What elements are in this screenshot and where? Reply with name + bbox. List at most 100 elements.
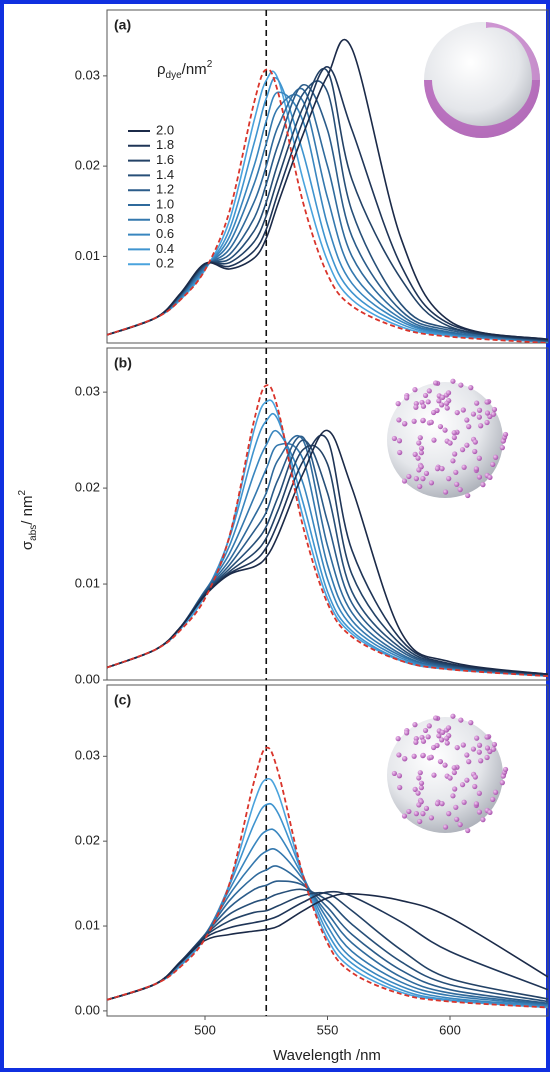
ligand-dot — [484, 399, 490, 405]
ligand-dot — [450, 793, 456, 799]
ligand-dot — [439, 402, 445, 408]
ligand-dot — [476, 809, 483, 815]
ligand-dot — [476, 474, 483, 480]
ligand-dot — [473, 801, 480, 807]
ligand-dot — [415, 455, 421, 461]
ligand-dot — [447, 440, 453, 446]
y-tick-label: 0.02 — [75, 833, 100, 848]
spectrum-line — [107, 399, 548, 677]
ligand-dot — [445, 725, 452, 731]
ligand-dot — [454, 744, 460, 751]
ligand-dot — [450, 458, 456, 464]
ligand-dot — [484, 745, 491, 751]
legend-label: 0.4 — [156, 241, 174, 256]
panel-label: (c) — [114, 692, 131, 708]
ligand-dot — [396, 773, 403, 779]
ligand-dot — [440, 729, 446, 735]
ligand-dot — [499, 780, 505, 786]
ligand-dot — [444, 400, 450, 406]
shell-band — [486, 22, 541, 80]
x-axis-title: Wavelength /nm — [273, 1047, 381, 1064]
ligand-dot — [412, 722, 418, 728]
ligand-dot — [451, 765, 457, 771]
ligand-dot — [454, 481, 460, 487]
ligand-dot — [446, 811, 452, 817]
spectrum-line — [107, 746, 548, 1009]
ligand-dot — [419, 399, 425, 406]
y-tick-label: 0.02 — [75, 158, 100, 173]
ligand-dot — [396, 417, 402, 423]
curves — [107, 746, 548, 1009]
legend-title-part: ρ — [157, 61, 166, 78]
curves — [107, 39, 548, 343]
ligand-dot — [472, 783, 478, 790]
ligand-dot — [446, 476, 452, 482]
ligand-dot — [460, 742, 466, 748]
ligand-dot — [439, 466, 445, 472]
ligand-dot — [419, 734, 425, 741]
x-tick-label: 600 — [439, 1022, 461, 1037]
ligand-dot — [451, 434, 457, 441]
legend-label: 1.0 — [156, 196, 174, 211]
ligand-dot — [436, 733, 442, 739]
ligand-dot — [434, 466, 441, 472]
legend-label: 0.2 — [156, 256, 174, 271]
panel-label: (b) — [114, 355, 132, 371]
ligand-dot — [476, 407, 483, 413]
ligand-dot — [413, 404, 419, 410]
ligand-dot — [418, 780, 425, 786]
ligand-dot — [434, 801, 441, 807]
ligand-dot — [453, 804, 459, 810]
ligand-dot — [413, 811, 419, 817]
legend-label: 0.6 — [156, 226, 174, 241]
ligand-dot — [411, 753, 417, 759]
ligand-dot — [442, 427, 448, 433]
legend-label: 2.0 — [156, 122, 174, 137]
ligand-dot — [487, 474, 493, 480]
y-label-part: abs — [28, 525, 39, 541]
ligand-dot — [416, 467, 422, 473]
ligand-dot — [439, 801, 445, 807]
ligand-dot — [425, 734, 431, 740]
shell-band — [424, 80, 540, 138]
ligand-dot — [433, 380, 439, 386]
particle-illustration — [387, 713, 509, 834]
x-tick-label: 500 — [194, 1022, 216, 1037]
legend-label: 1.2 — [156, 182, 174, 197]
ligand-dot — [436, 398, 442, 404]
ligand-dot — [451, 769, 457, 776]
ligand-dot — [484, 410, 491, 416]
ligand-dot — [442, 489, 449, 495]
ligand-dot — [439, 737, 445, 743]
ligand-dot — [478, 758, 484, 764]
ligand-dot — [452, 451, 458, 457]
ligand-dot — [451, 430, 457, 436]
ligand-dot — [484, 419, 490, 426]
ligand-dot — [395, 736, 401, 742]
spectrum-line — [107, 429, 548, 676]
ligand-dot — [459, 447, 466, 453]
ligand-dot — [431, 437, 437, 443]
ligand-dot — [502, 431, 509, 438]
y-label-part: / nm — [19, 495, 36, 524]
ligand-dot — [417, 435, 423, 441]
ligand-dot — [460, 407, 466, 413]
legend-label: 1.4 — [156, 167, 174, 182]
ligand-dot — [391, 435, 397, 442]
y-axis-title: σabs/ nm2 — [17, 489, 39, 550]
ligand-dot — [396, 438, 403, 444]
ligand-dot — [433, 715, 439, 721]
y-tick-label: 0.03 — [75, 384, 100, 399]
ligand-dot — [428, 480, 435, 486]
ligand-dot — [428, 754, 434, 760]
legend-label: 0.8 — [156, 211, 174, 226]
ligand-dot — [412, 387, 418, 393]
ligand-dot — [411, 418, 417, 424]
y-tick-label: 0.00 — [75, 1002, 100, 1017]
ligand-dot — [464, 752, 470, 758]
ligand-dot — [450, 378, 456, 384]
ligand-dot — [391, 770, 397, 777]
spectrum-line — [107, 828, 548, 1007]
spectrum-line — [107, 891, 548, 1001]
